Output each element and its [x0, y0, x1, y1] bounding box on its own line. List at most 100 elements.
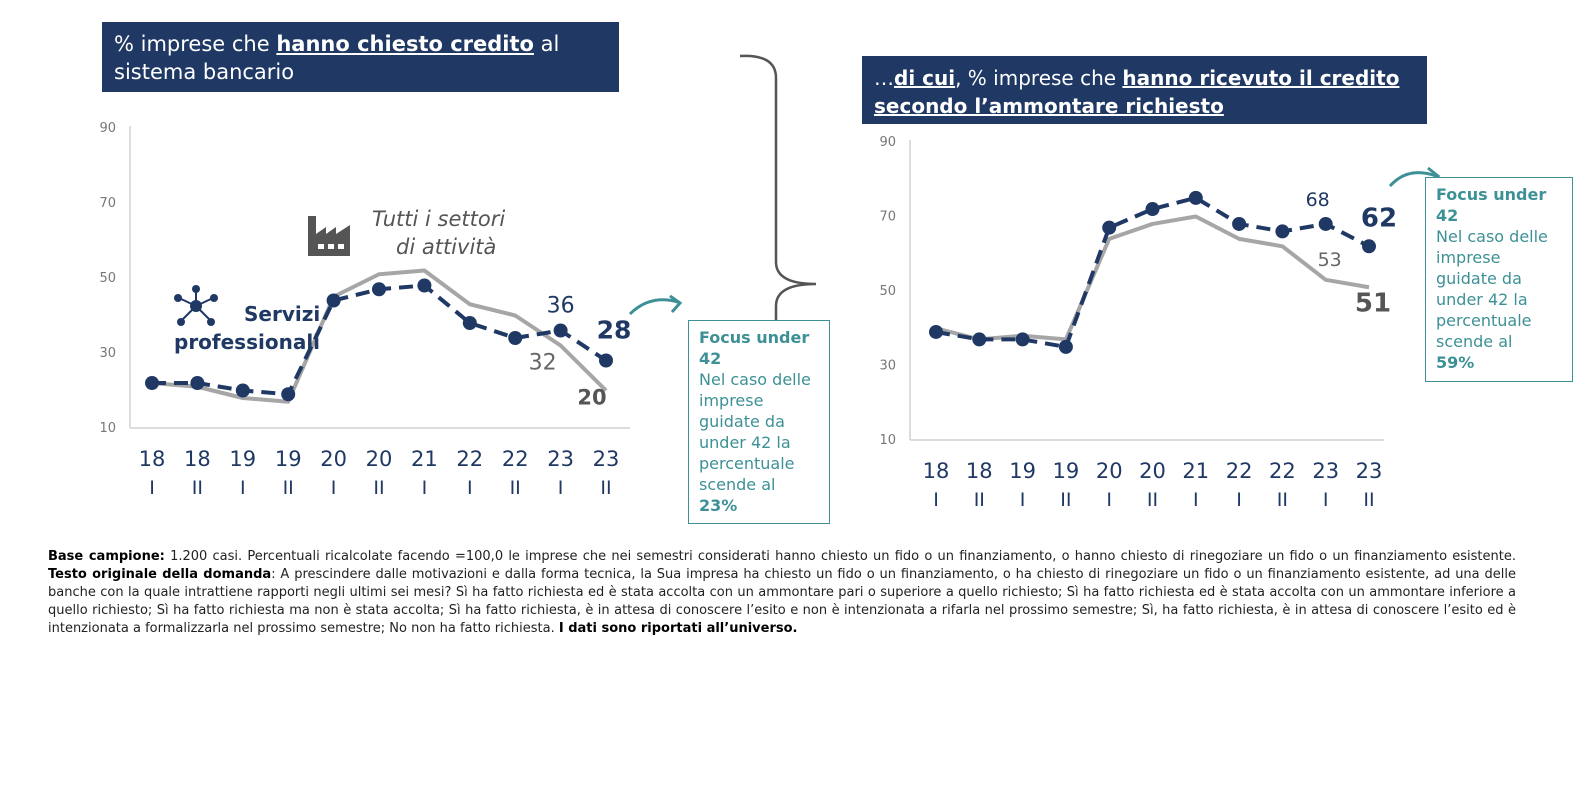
focus-box-left: Focus under 42 Nel caso delle imprese gu… [688, 320, 830, 524]
x-tick-label-semester: I [331, 477, 337, 499]
chart-title-right: …di cui, % imprese che hanno ricevuto il… [862, 56, 1427, 124]
series-point-servizi [190, 376, 205, 390]
x-tick-label-year: 18 [139, 447, 166, 471]
x-tick-label-year: 19 [229, 447, 256, 471]
y-tick-label: 90 [99, 121, 116, 136]
series-point-servizi [372, 282, 386, 297]
x-tick-label-year: 20 [1096, 459, 1123, 483]
y-tick-label: 30 [99, 346, 116, 361]
x-tick-label-semester: I [467, 477, 473, 499]
x-tick-label-year: 20 [1139, 459, 1166, 483]
arrow-icon-left [628, 294, 683, 316]
chart-title-left: % imprese che hanno chiesto credito al s… [102, 22, 619, 92]
x-tick-label-year: 22 [502, 447, 529, 471]
focus-right-text: Nel caso delle imprese guidate da under … [1436, 227, 1548, 351]
focus-left-pct: 23% [699, 496, 738, 515]
chart-right: 10 30 50 70 90 18 I 18 II 19 I 19 II 20 I 20 II 21 I 22 I 22 I… [879, 135, 1397, 511]
series-point-servizi [326, 293, 341, 308]
y-tick-label: 50 [99, 271, 116, 286]
x-tick-label-year: 20 [366, 447, 393, 471]
x-tick-label-year: 22 [1226, 459, 1253, 483]
x-tick-label-semester: I [240, 477, 246, 499]
x-tick-label-semester: II [373, 477, 384, 499]
x-tick-label-semester: II [283, 477, 294, 499]
series-point-servizi [599, 353, 613, 368]
title-right-bold1: di cui [894, 66, 956, 90]
focus-right-pct: 59% [1436, 353, 1475, 372]
x-tick-label-year: 19 [1053, 459, 1080, 483]
data-label-servizi: 68 [1306, 189, 1330, 211]
series-point-servizi [1058, 339, 1073, 354]
series-point-servizi [929, 324, 943, 339]
focus-right-heading: Focus under 42 [1436, 185, 1547, 225]
series-point-servizi [1102, 220, 1117, 235]
y-tick-label: 70 [99, 196, 116, 211]
x-tick-label-semester: II [600, 477, 611, 499]
series-line-tutti [151, 268, 608, 404]
factory-icon [308, 216, 350, 256]
title-left-post: al sistema bancario [114, 32, 560, 84]
footnote-question-text: : A prescindere dalle motivazioni e dall… [48, 567, 1516, 636]
x-tick-label-year: 19 [1009, 459, 1036, 483]
focus-box-right: Focus under 42 Nel caso delle imprese gu… [1425, 177, 1573, 382]
legend-servizi-line1: Servizi [244, 302, 321, 326]
x-tick-label-year: 23 [1312, 459, 1339, 483]
series-point-servizi [1015, 332, 1030, 347]
series-point-servizi [972, 332, 987, 347]
x-tick-label-semester: II [1363, 489, 1374, 511]
series-point-servizi [1232, 216, 1247, 231]
legend-servizi-line2: professionali [174, 330, 321, 354]
x-tick-label-semester: I [558, 477, 564, 499]
x-tick-label-year: 22 [456, 447, 483, 471]
series-line-servizi [935, 195, 1370, 349]
data-label-tutti: 51 [1355, 288, 1391, 318]
x-tick-label-year: 18 [184, 447, 211, 471]
x-tick-label-year: 18 [923, 459, 950, 483]
x-tick-label-semester: I [422, 477, 428, 499]
series-point-servizi [145, 376, 159, 390]
network-people-icon [174, 285, 218, 326]
footnote-question-label: Testo originale della domanda [48, 567, 272, 582]
x-tick-label-semester: II [192, 477, 203, 499]
footnote-universe-text: I dati sono riportati all’universo. [558, 621, 798, 636]
y-tick-label: 10 [99, 421, 116, 436]
data-label-servizi: 36 [547, 294, 575, 319]
x-tick-label-semester: II [510, 477, 521, 499]
x-tick-label-semester: II [974, 489, 985, 511]
x-tick-label-year: 19 [275, 447, 302, 471]
series-line-tutti [935, 214, 1370, 342]
y-tick-label: 50 [879, 284, 896, 299]
x-tick-label-year: 21 [411, 447, 438, 471]
x-tick-label-year: 22 [1269, 459, 1296, 483]
x-tick-label-year: 23 [1356, 459, 1383, 483]
series-point-servizi [417, 278, 432, 293]
data-label-servizi: 62 [1361, 203, 1397, 233]
footnote: Base campione: 1.200 casi. Percentuali r… [48, 548, 1516, 638]
series-point-servizi [1318, 216, 1333, 231]
title-right-mid: , % imprese che [955, 66, 1123, 90]
x-tick-label-semester: II [1147, 489, 1158, 511]
x-tick-label-year: 18 [966, 459, 993, 483]
y-tick-label: 30 [879, 359, 896, 374]
x-tick-label-semester: I [1020, 489, 1026, 511]
series-point-servizi [462, 316, 477, 330]
x-tick-label-semester: I [1323, 489, 1329, 511]
x-tick-label-semester: I [1193, 489, 1199, 511]
x-tick-label-semester: I [933, 489, 939, 511]
series-point-servizi [508, 331, 523, 345]
footnote-base-label: Base campione: [48, 549, 165, 564]
legend-tutti-line2: di attività [396, 235, 497, 259]
y-tick-label: 90 [879, 135, 896, 150]
series-point-servizi [281, 387, 296, 402]
x-tick-label-semester: I [149, 477, 155, 499]
series-point-servizi [1362, 239, 1376, 254]
x-tick-label-semester: II [1277, 489, 1288, 511]
title-left-pre: % imprese che [114, 32, 277, 56]
focus-left-text: Nel caso delle imprese guidate da under … [699, 370, 811, 494]
data-label-tutti: 20 [577, 386, 606, 410]
x-tick-label-year: 23 [593, 447, 620, 471]
focus-left-heading: Focus under 42 [699, 328, 810, 368]
series-point-servizi [235, 383, 250, 398]
title-right-bold2: hanno ricevuto il credito secondo l’ammo… [874, 66, 1400, 118]
x-tick-label-year: 21 [1182, 459, 1209, 483]
